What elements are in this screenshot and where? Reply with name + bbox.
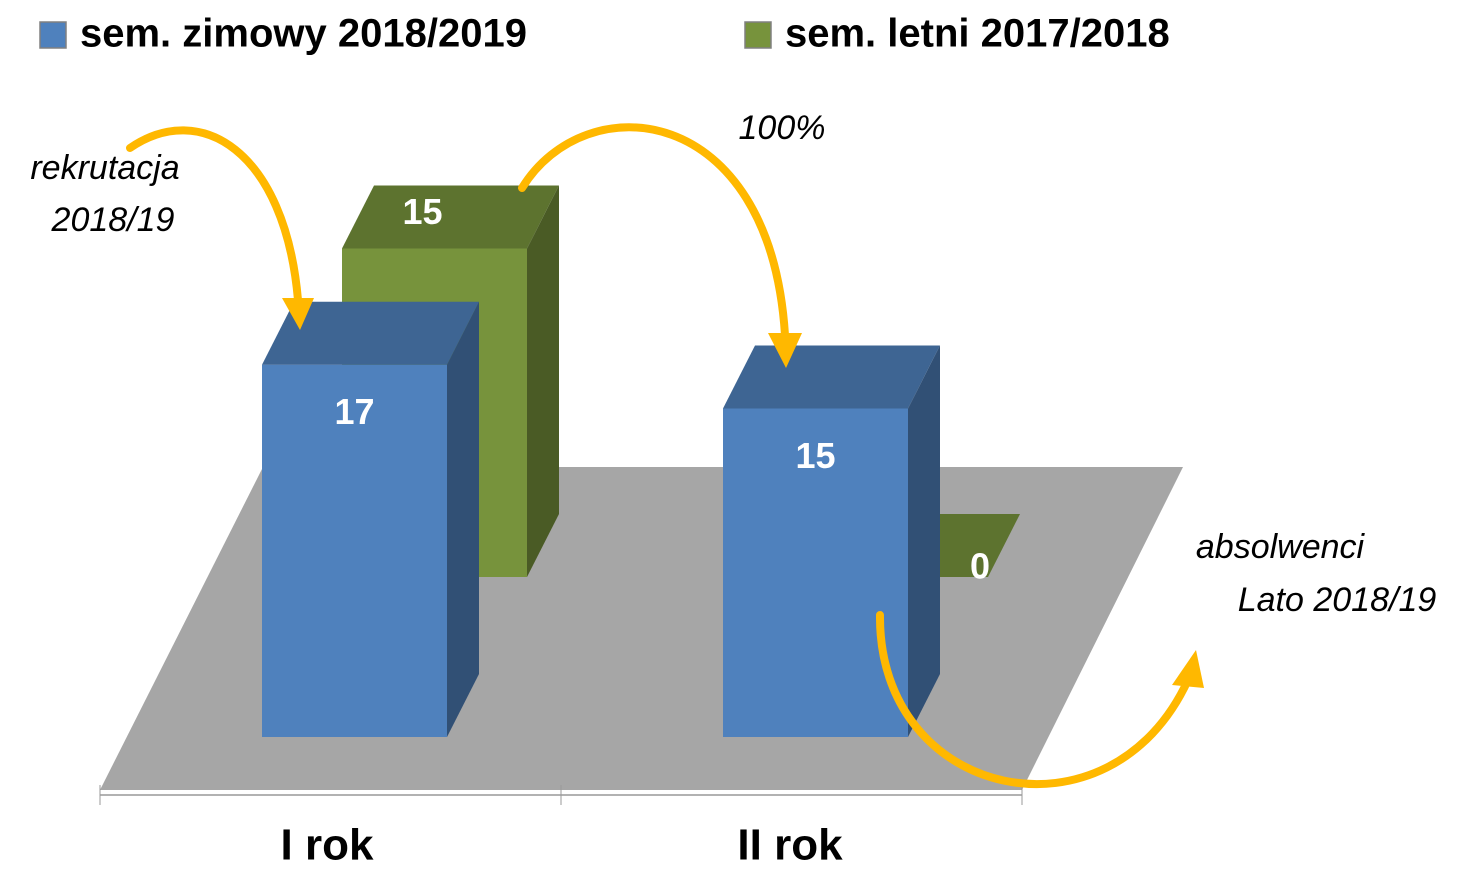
x-tick-label: II rok: [737, 821, 843, 869]
labels: 15 0 17 15 sem. zimowy 2018/2019 sem. letni 2…: [30, 12, 1436, 869]
bars: [262, 185, 1020, 737]
bar-side: [527, 185, 559, 577]
bar-top: [342, 185, 559, 249]
arrows: [126, 123, 1204, 788]
annotation: 2018/19: [51, 201, 175, 239]
legend-label: sem. zimowy 2018/2019: [80, 12, 527, 56]
bar-front: [723, 408, 908, 737]
bar-top: [723, 345, 940, 409]
annotation: absolwenci: [1196, 528, 1366, 566]
legend-label: sem. letni 2017/2018: [785, 12, 1170, 56]
arrow: [518, 123, 789, 339]
legend-swatch: [744, 21, 772, 49]
arrow-head: [768, 333, 802, 368]
arrow: [875, 611, 1192, 788]
arrow-head: [282, 298, 314, 330]
annotation: rekrutacja: [30, 149, 179, 187]
bar-top: [262, 301, 479, 365]
data-label: 15: [795, 435, 835, 476]
bar-front: [262, 364, 447, 737]
x-tick-label: I rok: [281, 821, 374, 869]
legend-swatch: [39, 21, 67, 49]
arrow: [126, 126, 302, 304]
bar-side: [908, 345, 940, 737]
arrow-head: [1172, 650, 1204, 688]
data-label: 15: [402, 191, 442, 232]
data-label: 17: [334, 391, 374, 432]
bar-side: [447, 301, 479, 737]
annotation: Lato 2018/19: [1238, 581, 1437, 619]
data-label: 0: [970, 546, 990, 587]
annotation: 100%: [739, 109, 826, 147]
